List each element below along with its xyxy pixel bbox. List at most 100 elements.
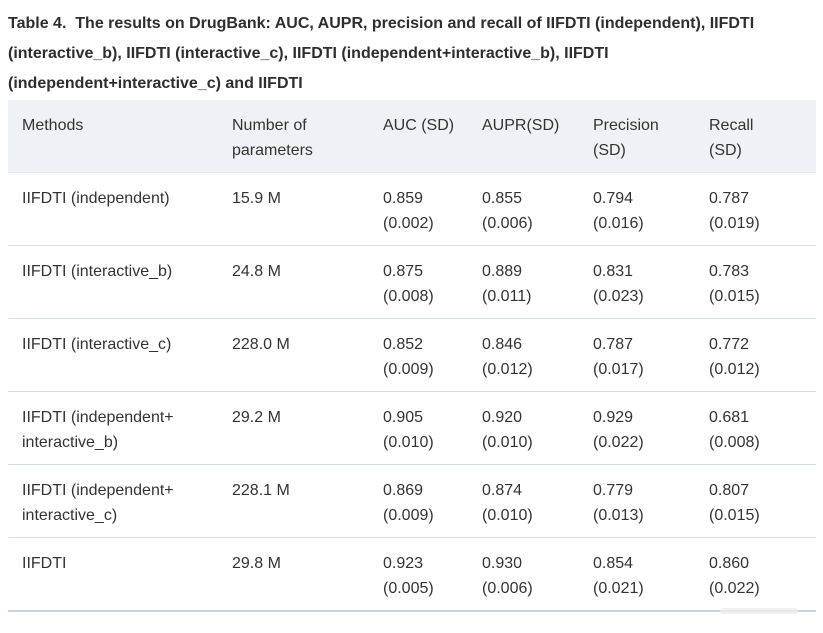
- caption-line: (interactive_b), IIFDTI (interactive_c),…: [8, 45, 609, 62]
- cell-recall: 0.860 (0.022): [709, 538, 816, 612]
- metric-value: 0.869: [383, 482, 424, 499]
- column-header-aupr: AUPR(SD): [482, 100, 593, 173]
- metric-value: 0.860: [709, 555, 750, 572]
- cell-method: IIFDTI (independent): [8, 173, 232, 246]
- metric-value: 0.855: [482, 190, 523, 207]
- metric-sd: (0.009): [383, 361, 434, 378]
- method-name-wrap: interactive_b): [22, 434, 119, 451]
- metric-value: 0.772: [709, 336, 750, 353]
- metric-sd: (0.009): [383, 507, 434, 524]
- cell-parameters: 228.0 M: [232, 336, 290, 353]
- metric-value: 0.807: [709, 482, 750, 499]
- cell-precision: 0.787 (0.017): [593, 319, 709, 392]
- method-name-wrap: interactive_c): [22, 507, 118, 524]
- table-head: Methods Number of parameters AUC (SD) AU…: [8, 100, 816, 173]
- metric-value: 0.874: [482, 482, 523, 499]
- metric-sd: (0.008): [709, 434, 760, 451]
- table-caption: Table 4. The results on DrugBank: AUC, A…: [8, 9, 816, 99]
- table-body: IIFDTI (independent) 15.9 M 0.859 (0.002…: [8, 173, 816, 612]
- metric-value: 0.905: [383, 409, 424, 426]
- metric-sd: (0.019): [709, 215, 760, 232]
- cell-parameters: 228.1 M: [232, 482, 290, 499]
- horizontal-scrollbar-thumb[interactable]: [720, 608, 798, 614]
- metric-sd: (0.013): [593, 507, 644, 524]
- column-header-label: AUC (SD): [383, 117, 455, 134]
- cell-method: IIFDTI (interactive_b): [8, 246, 232, 319]
- cell-auc: 0.852 (0.009): [383, 319, 482, 392]
- metric-value: 0.831: [593, 263, 634, 280]
- metric-value: 0.852: [383, 336, 424, 353]
- metric-value: 0.920: [482, 409, 523, 426]
- cell-recall: 0.787 (0.019): [709, 173, 816, 246]
- cell-precision: 0.831 (0.023): [593, 246, 709, 319]
- results-table: Methods Number of parameters AUC (SD) AU…: [8, 100, 816, 612]
- table-row: IIFDTI (interactive_b) 24.8 M 0.875 (0.0…: [8, 246, 816, 319]
- table-row: IIFDTI (independent+ interactive_c) 228.…: [8, 465, 816, 538]
- column-header-label: (SD): [593, 142, 626, 159]
- metric-sd: (0.012): [709, 361, 760, 378]
- caption-line: Table 4. The results on DrugBank: AUC, A…: [8, 15, 755, 32]
- cell-recall: 0.807 (0.015): [709, 465, 816, 538]
- cell-recall: 0.783 (0.015): [709, 246, 816, 319]
- cell-method: IIFDTI (interactive_c): [8, 319, 232, 392]
- cell-recall: 0.772 (0.012): [709, 319, 816, 392]
- column-header-parameters: Number of parameters: [232, 100, 383, 173]
- cell-auc: 0.859 (0.002): [383, 173, 482, 246]
- metric-value: 0.783: [709, 263, 750, 280]
- cell-method: IIFDTI (independent+ interactive_b): [8, 392, 232, 465]
- metric-sd: (0.008): [383, 288, 434, 305]
- column-header-auc: AUC (SD): [383, 100, 482, 173]
- metric-value: 0.889: [482, 263, 523, 280]
- metric-value: 0.794: [593, 190, 634, 207]
- cell-aupr: 0.920 (0.010): [482, 392, 593, 465]
- metric-value: 0.854: [593, 555, 634, 572]
- cell-aupr: 0.855 (0.006): [482, 173, 593, 246]
- metric-value: 0.787: [709, 190, 750, 207]
- metric-value: 0.846: [482, 336, 523, 353]
- method-name: IIFDTI (interactive_c): [22, 336, 172, 353]
- metric-value: 0.875: [383, 263, 424, 280]
- method-name: IIFDTI (independent): [22, 190, 170, 207]
- metric-sd: (0.002): [383, 215, 434, 232]
- method-name: IIFDTI (independent+: [22, 409, 174, 426]
- caption-line: (independent+interactive_c) and IIFDTI: [8, 75, 303, 92]
- column-header-label: Precision: [593, 117, 659, 134]
- metric-sd: (0.015): [709, 288, 760, 305]
- cell-precision: 0.779 (0.013): [593, 465, 709, 538]
- metric-value: 0.859: [383, 190, 424, 207]
- column-header-label: (SD): [709, 142, 742, 159]
- metric-sd: (0.006): [482, 580, 533, 597]
- metric-sd: (0.022): [593, 434, 644, 451]
- cell-parameters: 24.8 M: [232, 263, 281, 280]
- metric-sd: (0.016): [593, 215, 644, 232]
- metric-sd: (0.012): [482, 361, 533, 378]
- cell-auc: 0.869 (0.009): [383, 465, 482, 538]
- metric-sd: (0.022): [709, 580, 760, 597]
- metric-sd: (0.011): [482, 288, 532, 305]
- cell-method: IIFDTI: [8, 538, 232, 612]
- method-name: IIFDTI: [22, 555, 67, 572]
- cell-precision: 0.854 (0.021): [593, 538, 709, 612]
- metric-sd: (0.006): [482, 215, 533, 232]
- column-header-label: parameters: [232, 142, 313, 159]
- cell-recall: 0.681 (0.008): [709, 392, 816, 465]
- cell-aupr: 0.889 (0.011): [482, 246, 593, 319]
- column-header-recall: Recall (SD): [709, 100, 816, 173]
- table-row: IIFDTI (independent) 15.9 M 0.859 (0.002…: [8, 173, 816, 246]
- table-row: IIFDTI (independent+ interactive_b) 29.2…: [8, 392, 816, 465]
- metric-sd: (0.010): [482, 434, 533, 451]
- method-name: IIFDTI (interactive_b): [22, 263, 173, 280]
- column-header-label: AUPR(SD): [482, 117, 560, 134]
- cell-parameters: 29.8 M: [232, 555, 281, 572]
- cell-precision: 0.929 (0.022): [593, 392, 709, 465]
- metric-sd: (0.023): [593, 288, 644, 305]
- cell-aupr: 0.846 (0.012): [482, 319, 593, 392]
- paper-page: Table 4. The results on DrugBank: AUC, A…: [8, 9, 816, 612]
- metric-value: 0.930: [482, 555, 523, 572]
- method-name: IIFDTI (independent+: [22, 482, 174, 499]
- column-header-label: Number of: [232, 117, 307, 134]
- column-header-label: Recall: [709, 117, 754, 134]
- cell-auc: 0.875 (0.008): [383, 246, 482, 319]
- column-header-methods: Methods: [8, 100, 232, 173]
- metric-value: 0.923: [383, 555, 424, 572]
